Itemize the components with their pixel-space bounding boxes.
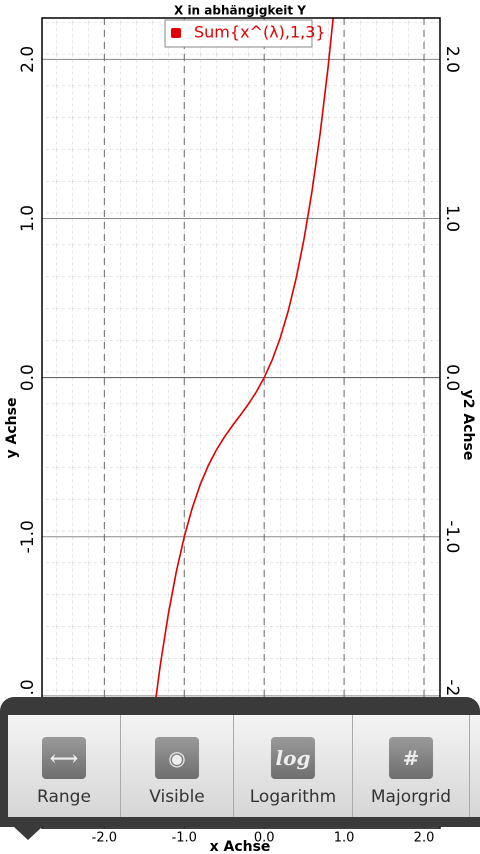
grid-icon: # [389, 737, 433, 779]
y2-tick-label: 1.0 [442, 205, 462, 232]
plot-frame [41, 17, 441, 829]
minor-grid [42, 18, 440, 828]
legend-swatch [171, 28, 181, 38]
x-tick-label: -1.0 [172, 831, 197, 846]
y2-tick-label: 2.0 [442, 46, 462, 73]
menu-label: Majorgrid [370, 787, 452, 807]
y-axis-label: y Achse [4, 398, 20, 459]
chart-title: X in abhängigkeit Y [174, 4, 306, 18]
menu-item[interactable]: ◉ Visible [121, 715, 234, 817]
y2-tick-label: -1.0 [442, 520, 462, 553]
options-menu: ⟷ Range ◉ Visible log Logarithm # Majorgrid [0, 697, 480, 840]
y-tick-label: 1.0 [18, 205, 38, 232]
x-tick-label: 0.0 [254, 831, 275, 846]
menu-notch [14, 827, 42, 840]
menu-label: Visible [149, 787, 205, 807]
range-icon: ⟷ [42, 737, 86, 779]
menu-item[interactable]: log Logarithm [234, 715, 353, 817]
legend [164, 19, 313, 48]
menu-panel: ⟷ Range ◉ Visible log Logarithm # Majorgrid [8, 715, 480, 817]
x-tick-label: 2.0 [414, 831, 435, 846]
y-tick-label: 0.0 [18, 364, 38, 391]
y2-axis-label: y2 Achse [460, 390, 476, 461]
x-axis-label: x Achse [210, 839, 271, 854]
visible-icon: ◉ [155, 737, 199, 779]
y-tick-label: 2.0 [18, 46, 38, 73]
x-tick-label: -2.0 [92, 831, 117, 846]
data-line [151, 18, 334, 726]
menu-label: Logarithm [249, 787, 337, 807]
legend-entry: Sum{x^(λ),1,3} [194, 23, 326, 42]
y-tick-label: -1.0 [18, 520, 38, 553]
menu-item[interactable]: ⟷ Range [8, 715, 121, 817]
menu-item[interactable]: # Majorgrid [353, 715, 470, 817]
log-icon: log [271, 737, 315, 779]
y2-tick-label: 0.0 [442, 364, 462, 391]
menu-label: Range [37, 787, 91, 807]
x-tick-label: 1.0 [334, 831, 355, 846]
